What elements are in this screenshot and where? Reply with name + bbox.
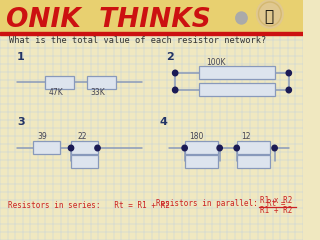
Text: 12: 12: [242, 157, 251, 166]
Text: 47K: 47K: [48, 88, 63, 97]
Bar: [0, 0, 303, 32]
Text: Resistors in series:   Rt = R1 + R2: Resistors in series: Rt = R1 + R2: [8, 201, 170, 210]
Text: 1: 1: [17, 52, 25, 62]
Text: What is the total value of each resistor network?: What is the total value of each resistor…: [10, 36, 267, 45]
Text: 4: 4: [159, 117, 167, 127]
Text: ONIK  THINKS: ONIK THINKS: [6, 7, 211, 33]
Circle shape: [286, 87, 292, 93]
Bar: [237, 155, 270, 168]
Text: 180: 180: [189, 157, 204, 166]
Bar: [87, 76, 116, 89]
Circle shape: [257, 0, 283, 28]
Circle shape: [234, 145, 239, 151]
Text: 1K: 1K: [211, 90, 221, 99]
Text: 2: 2: [166, 52, 173, 62]
Circle shape: [272, 145, 277, 151]
Bar: [33, 141, 60, 154]
Text: 22: 22: [78, 132, 87, 141]
Text: 22: 22: [78, 157, 87, 166]
Text: 33K: 33K: [91, 88, 106, 97]
Circle shape: [236, 12, 247, 24]
Circle shape: [172, 70, 178, 76]
Bar: [45, 76, 74, 89]
Text: 🧠: 🧠: [264, 10, 274, 24]
Bar: [185, 155, 218, 168]
Circle shape: [172, 87, 178, 93]
Text: 39: 39: [38, 132, 48, 141]
Bar: [0, 32, 303, 35]
Bar: [71, 155, 98, 168]
Text: 180: 180: [189, 132, 204, 141]
Bar: [199, 83, 275, 96]
Text: 100K: 100K: [206, 58, 226, 67]
Circle shape: [95, 145, 100, 151]
Bar: [199, 66, 275, 79]
Bar: [185, 141, 218, 154]
Circle shape: [68, 145, 74, 151]
Text: Resistors in parallel:  Rt =: Resistors in parallel: Rt =: [156, 199, 290, 208]
Bar: [71, 141, 98, 154]
Bar: [237, 141, 270, 154]
Text: 12: 12: [242, 132, 251, 141]
Circle shape: [217, 145, 222, 151]
Circle shape: [286, 70, 292, 76]
Circle shape: [182, 145, 187, 151]
Text: 3: 3: [17, 117, 25, 127]
Text: R1 + R2: R1 + R2: [260, 206, 293, 215]
Text: R1 x R2: R1 x R2: [260, 196, 293, 205]
